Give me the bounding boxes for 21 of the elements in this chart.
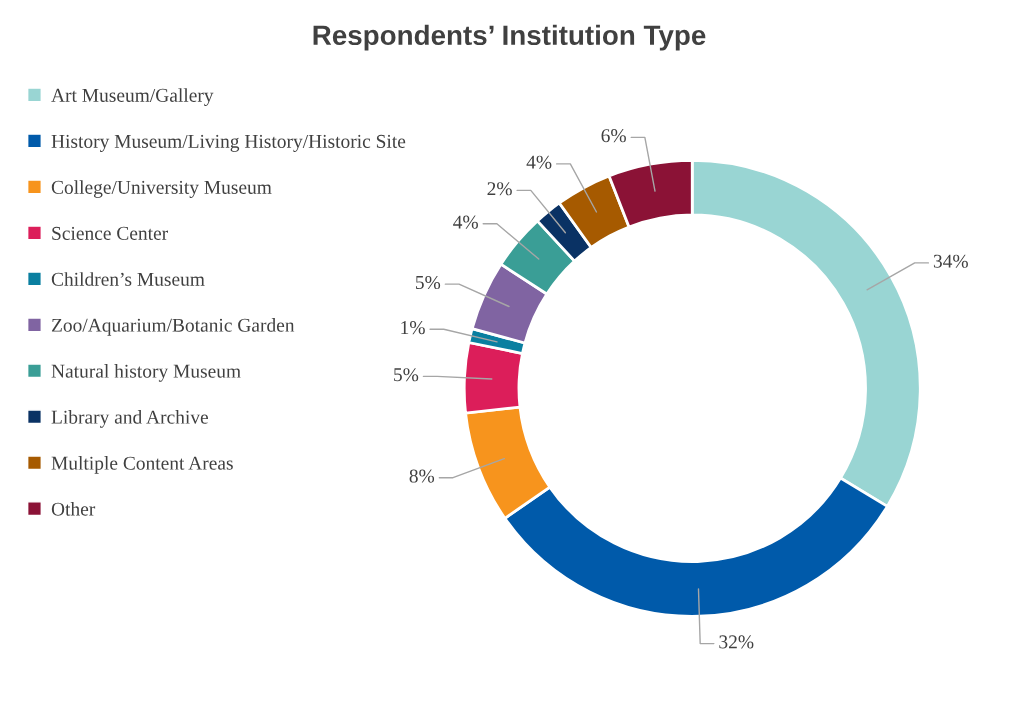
legend-label: College/University Museum <box>51 180 272 198</box>
data-label: 2% <box>487 182 512 196</box>
data-label: 5% <box>394 368 419 382</box>
data-label: 4% <box>526 155 552 169</box>
legend-label: History Museum/Living History/Historic Site <box>51 134 406 152</box>
data-label: 4% <box>453 215 478 229</box>
data-label: 34% <box>933 254 968 268</box>
data-label: 8% <box>409 469 435 483</box>
chart-title: Respondents’ Institution Type <box>313 24 706 51</box>
data-label: 1% <box>401 321 425 335</box>
legend-label: Other <box>51 502 96 516</box>
legend-label: Library and Archive <box>51 410 208 428</box>
legend-label: Art Museum/Gallery <box>51 88 214 106</box>
legend-label: Children’s Museum <box>51 272 205 286</box>
legend-label: Zoo/Aquarium/Botanic Garden <box>51 318 295 336</box>
legend-label: Natural history Museum <box>51 364 241 382</box>
data-label: 6% <box>601 129 626 143</box>
legend-label: Multiple Content Areas <box>51 456 233 474</box>
data-label: 5% <box>416 275 441 290</box>
data-label: 32% <box>719 635 754 649</box>
legend-label: Science Center <box>52 226 168 240</box>
